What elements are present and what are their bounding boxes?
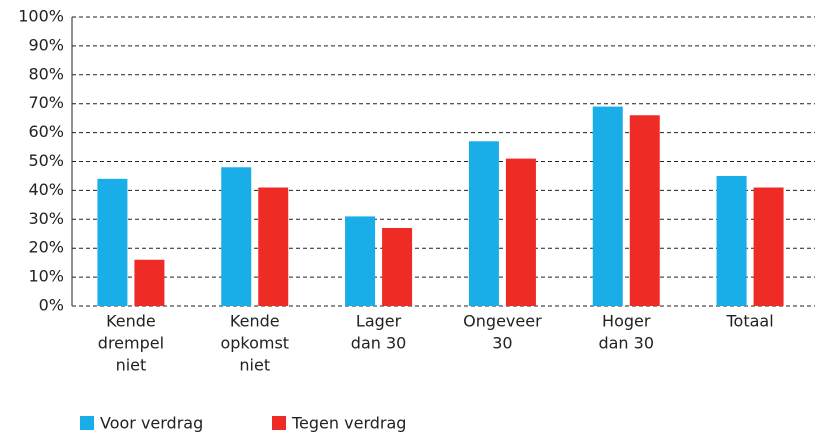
bar bbox=[221, 167, 252, 306]
x-tick-label: drempel bbox=[98, 334, 164, 353]
y-tick-label: 90% bbox=[28, 35, 64, 54]
bar bbox=[258, 187, 289, 306]
x-tick-label: Hoger bbox=[602, 312, 651, 331]
bar bbox=[629, 115, 660, 306]
bar bbox=[134, 259, 165, 306]
y-tick-label: 10% bbox=[28, 267, 64, 286]
y-tick-label: 40% bbox=[28, 180, 64, 199]
x-tick-label: niet bbox=[239, 356, 270, 375]
x-tick-label: Totaal bbox=[725, 312, 773, 331]
bar bbox=[505, 158, 536, 306]
bar bbox=[716, 175, 747, 306]
x-tick-label: opkomst bbox=[220, 334, 289, 353]
legend-swatch bbox=[80, 416, 94, 430]
y-tick-label: 60% bbox=[28, 122, 64, 141]
y-tick-label: 70% bbox=[28, 93, 64, 112]
x-tick-label: dan 30 bbox=[351, 334, 407, 353]
y-tick-label: 80% bbox=[28, 64, 64, 83]
x-tick-label: Lager bbox=[356, 312, 402, 331]
bar bbox=[468, 141, 499, 306]
bar bbox=[382, 227, 413, 306]
x-tick-label: dan 30 bbox=[598, 334, 654, 353]
bar bbox=[97, 178, 128, 306]
x-tick-label: Ongeveer bbox=[463, 312, 542, 331]
bar bbox=[592, 106, 623, 306]
legend-label: Tegen verdrag bbox=[291, 414, 406, 433]
legend-label: Voor verdrag bbox=[100, 414, 203, 433]
y-tick-label: 100% bbox=[18, 7, 64, 26]
y-tick-label: 30% bbox=[28, 209, 64, 228]
x-tick-label: Kende bbox=[106, 312, 156, 331]
y-tick-label: 50% bbox=[28, 151, 64, 170]
x-tick-label: Kende bbox=[230, 312, 280, 331]
legend-swatch bbox=[272, 416, 286, 430]
x-tick-label: 30 bbox=[492, 334, 512, 353]
bar bbox=[345, 216, 376, 306]
y-tick-label: 0% bbox=[39, 296, 64, 315]
x-tick-label: niet bbox=[116, 356, 147, 375]
y-tick-label: 20% bbox=[28, 238, 64, 257]
bar bbox=[753, 187, 784, 306]
